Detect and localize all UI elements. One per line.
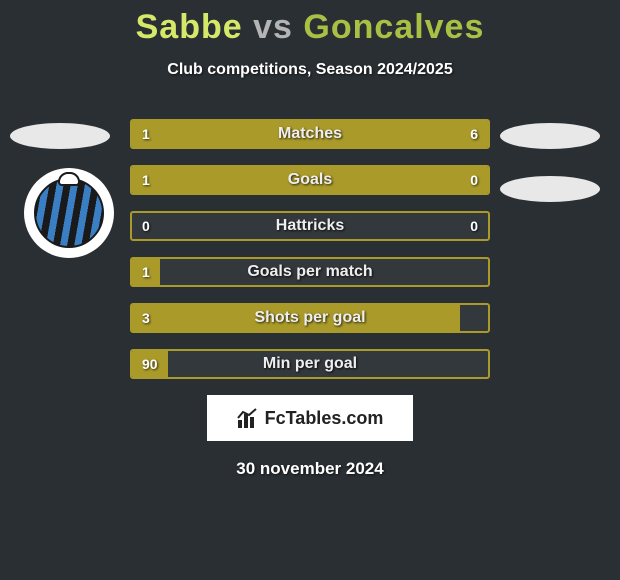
- vs-text: vs: [253, 8, 293, 46]
- stat-label: Matches: [278, 125, 342, 143]
- fill-left: [132, 167, 399, 193]
- stat-row: 3 Shots per goal: [130, 303, 490, 333]
- player2-club-avatar: [500, 176, 600, 202]
- player1-name: Sabbe: [136, 8, 243, 46]
- player2-name: Goncalves: [303, 8, 484, 46]
- stat-value-left: 90: [142, 356, 158, 372]
- subtitle: Club competitions, Season 2024/2025: [0, 61, 620, 79]
- stat-label: Goals per match: [247, 263, 372, 281]
- fctables-logo: FcTables.com: [207, 395, 413, 441]
- stat-row: 1 6 Matches: [130, 119, 490, 149]
- club-brugge-icon: [34, 178, 104, 248]
- stat-row: 1 Goals per match: [130, 257, 490, 287]
- player1-club-badge: [24, 168, 114, 258]
- stat-value-left: 1: [142, 172, 150, 188]
- bars-icon: [237, 408, 259, 428]
- stat-value-left: 3: [142, 310, 150, 326]
- stat-value-left: 1: [142, 264, 150, 280]
- stat-row: 1 0 Goals: [130, 165, 490, 195]
- title: Sabbe vs Goncalves: [0, 0, 620, 47]
- stat-value-left: 1: [142, 126, 150, 142]
- stat-label: Min per goal: [263, 355, 357, 373]
- stat-label: Goals: [288, 171, 332, 189]
- stat-label: Shots per goal: [254, 309, 365, 327]
- stat-label: Hattricks: [276, 217, 344, 235]
- stat-value-right: 6: [470, 126, 478, 142]
- player1-avatar: [10, 123, 110, 149]
- stat-value-right: 0: [470, 218, 478, 234]
- stat-row: 90 Min per goal: [130, 349, 490, 379]
- fill-left: [132, 121, 182, 147]
- stat-row: 0 0 Hattricks: [130, 211, 490, 241]
- player2-avatar: [500, 123, 600, 149]
- date-text: 30 november 2024: [0, 459, 620, 479]
- stat-value-right: 0: [470, 172, 478, 188]
- logo-text: FcTables.com: [265, 408, 384, 429]
- stat-value-left: 0: [142, 218, 150, 234]
